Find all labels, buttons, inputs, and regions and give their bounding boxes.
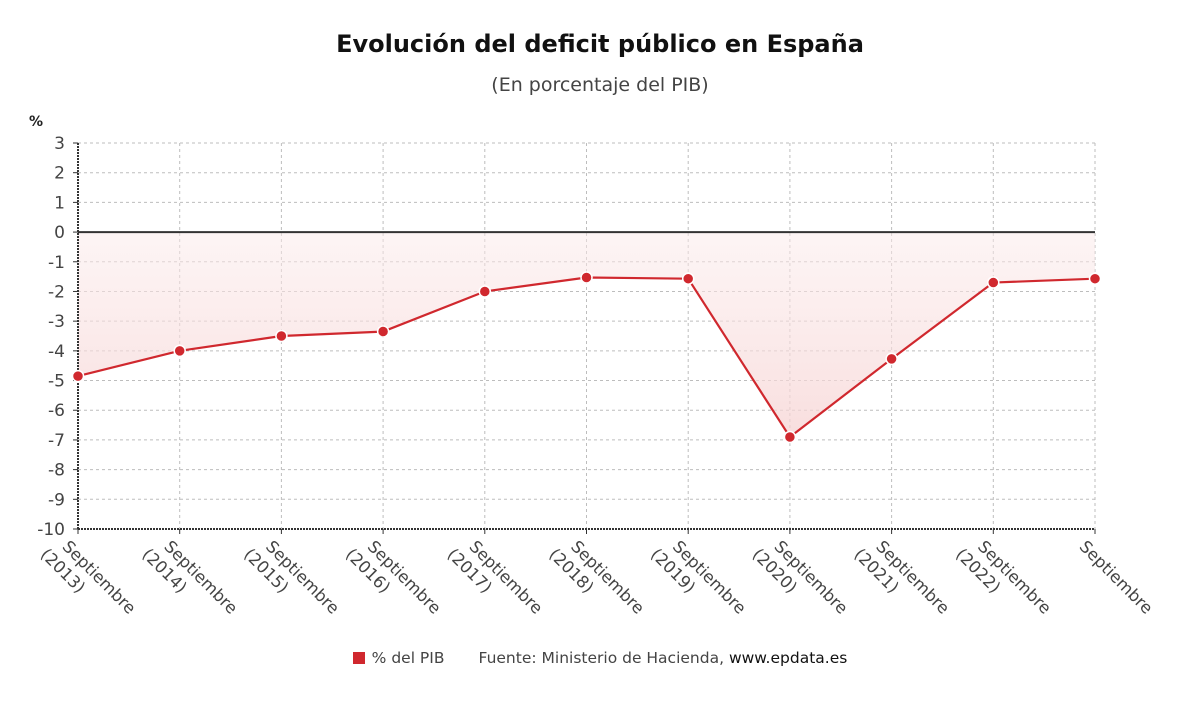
data-point [71,369,85,383]
x-tick-label: Septiembre [1076,537,1157,618]
y-tick-label: -10 [37,520,65,540]
y-tick-label: -9 [48,490,65,510]
data-point [885,352,898,366]
y-tick-label: -6 [48,401,65,421]
x-tick-label-group: Septiembre(2016) [342,537,445,618]
x-tick-label-group: Septiembre(2017) [444,537,547,618]
x-tick-label-group: Septiembre(2021) [850,537,953,618]
chart-title: Evolución del deficit público en España [336,30,864,58]
legend: % del PIB Fuente: Ministerio de Hacienda,… [0,649,1200,667]
y-tick-label: 2 [54,164,65,184]
y-tick-label: -8 [48,461,65,481]
chart-subtitle: (En porcentaje del PIB) [491,74,709,96]
legend-swatch [352,652,365,664]
x-tick-label-group: Septiembre(2014) [138,537,241,618]
y-axis-ticks: 3 2 1 0 -1 -2 -3 -4 -5 -6 -7 -8 -9 -10 [37,134,78,540]
y-tick-label: -4 [48,342,65,362]
y-tick-label: -1 [48,253,65,273]
x-tick-label-group: Septiembre(2019) [647,537,750,618]
area-fill-shape [78,232,1095,437]
x-axis-ticks: Septiembre(2013) Septiembre(2014) Septiemb… [37,529,1157,618]
y-axis-unit-label: % [29,114,44,130]
source-text: Fuente: Ministerio de Hacienda, [478,649,725,667]
data-point [783,430,797,444]
data-point [580,271,593,284]
data-point [173,344,186,358]
x-tick-label-group: Septiembre [1076,537,1157,618]
source-site-link[interactable]: www.epdata.es [728,649,848,667]
y-tick-label: 1 [54,193,65,213]
y-tick-label: -5 [48,372,65,392]
data-point [1088,272,1102,285]
x-tick-label-group: Septiembre(2018) [545,537,648,618]
data-points [71,271,1102,444]
y-tick-label: -7 [48,431,65,451]
x-tick-label-group: Septiembre(2013) [37,537,140,618]
legend-series-label: % del PIB [371,649,445,667]
y-tick-label: 0 [54,223,65,243]
y-tick-label: 3 [54,134,65,154]
data-point [376,325,390,338]
data-point [478,285,492,298]
x-tick-label-group: Septiembre(2020) [749,537,852,618]
data-point [681,272,695,285]
y-tick-label: -2 [48,282,65,302]
area-fill [78,232,1095,437]
data-point [987,276,1000,289]
x-tick-label-group: Septiembre(2022) [952,537,1055,618]
data-point [275,329,288,343]
y-tick-label: -3 [48,312,65,332]
x-tick-label-group: Septiembre(2015) [240,537,343,618]
